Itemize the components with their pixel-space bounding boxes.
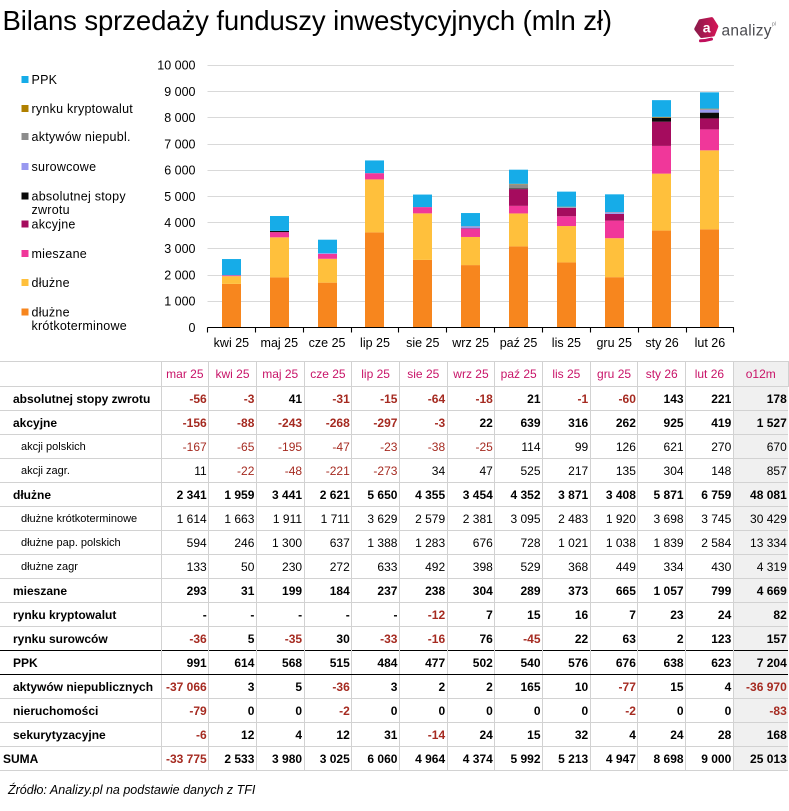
svg-text:lis 25: lis 25 (552, 336, 581, 350)
svg-text:6 000: 6 000 (164, 164, 195, 178)
svg-text:kwi 25: kwi 25 (214, 336, 249, 350)
svg-text:wrz 25: wrz 25 (451, 336, 489, 350)
svg-text:dłużne: dłużne (32, 305, 70, 319)
svg-text:1 000: 1 000 (164, 295, 195, 309)
svg-text:maj 25: maj 25 (261, 336, 299, 350)
svg-text:zwrotu: zwrotu (32, 203, 70, 217)
svg-text:5 000: 5 000 (164, 190, 195, 204)
svg-text:sty 26: sty 26 (645, 336, 678, 350)
svg-text:mieszane: mieszane (32, 247, 88, 261)
svg-text:7 000: 7 000 (164, 137, 195, 151)
svg-text:8 000: 8 000 (164, 111, 195, 125)
svg-text:paź 25: paź 25 (500, 336, 538, 350)
svg-text:absolutnej stopy: absolutnej stopy (32, 189, 127, 203)
svg-text:analizy: analizy (722, 23, 772, 40)
svg-text:PPK: PPK (32, 73, 58, 87)
svg-text:dłużne: dłużne (32, 276, 70, 290)
svg-text:2 000: 2 000 (164, 268, 195, 282)
svg-text:lut 26: lut 26 (695, 336, 726, 350)
svg-text:lip 25: lip 25 (360, 336, 390, 350)
svg-text:cze 25: cze 25 (309, 336, 346, 350)
svg-text:gru 25: gru 25 (596, 336, 631, 350)
svg-text:krótkoterminowe: krótkoterminowe (32, 319, 127, 333)
svg-text:4 000: 4 000 (164, 216, 195, 230)
svg-text:0: 0 (189, 321, 196, 335)
svg-text:rynku kryptowalut: rynku kryptowalut (32, 102, 134, 116)
svg-text:aktywów niepubl.: aktywów niepubl. (32, 130, 131, 144)
svg-text:9 000: 9 000 (164, 85, 195, 99)
svg-text:surowcowe: surowcowe (32, 160, 97, 174)
svg-text:pl: pl (772, 22, 776, 28)
svg-text:a: a (703, 19, 711, 35)
svg-text:akcyjne: akcyjne (32, 217, 76, 231)
svg-text:sie 25: sie 25 (406, 336, 439, 350)
svg-text:3 000: 3 000 (164, 242, 195, 256)
svg-text:10 000: 10 000 (157, 59, 195, 73)
